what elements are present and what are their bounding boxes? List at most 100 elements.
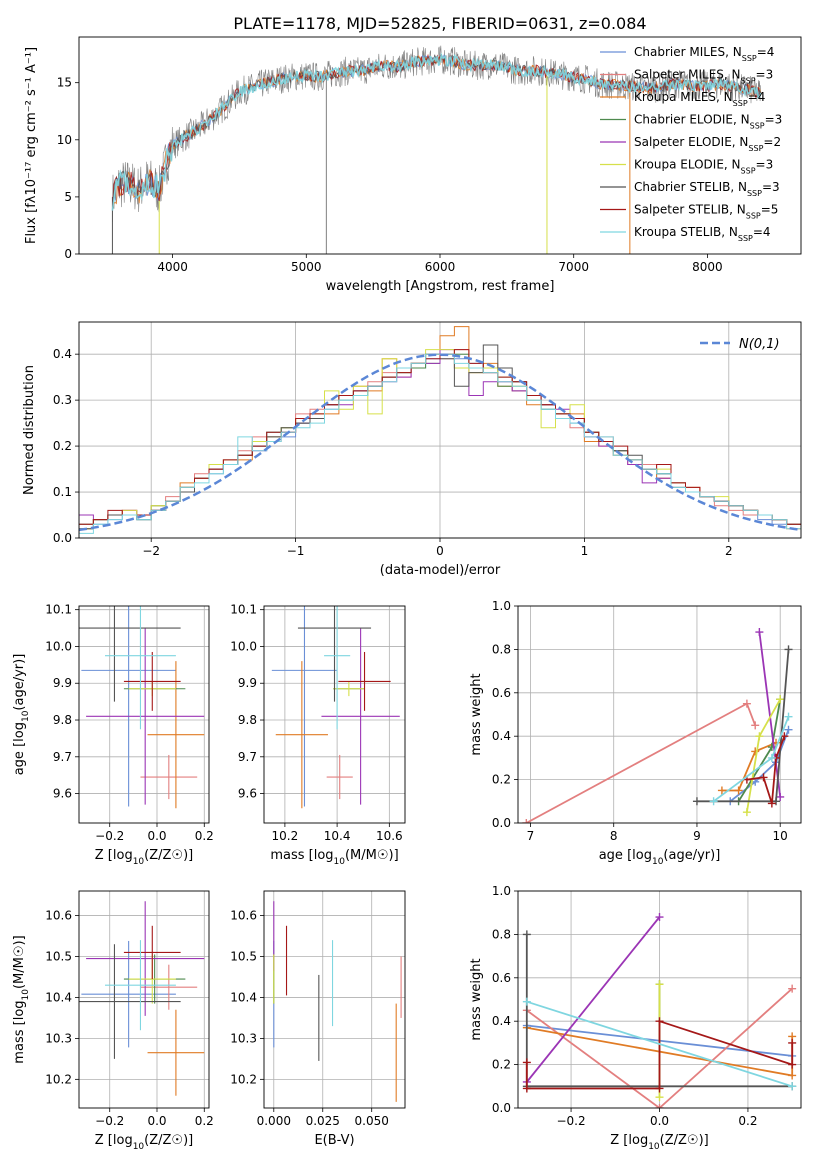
x-tick-label: 10 [773,829,788,843]
y-tick-label: 9.9 [238,676,257,690]
weight-point [522,997,531,1006]
y-tick-label: 0.2 [492,1058,511,1072]
x-axis-label: Z [log10(Z/Z☉)] [610,1133,708,1152]
weight-point [759,773,768,782]
x-tick-label: 2 [725,544,733,558]
weight-point [692,797,701,806]
x-tick-label: −0.2 [95,1114,124,1128]
weight-point [655,1017,664,1026]
y-tick-label: 0.0 [492,1101,511,1115]
y-tick-label: 0.2 [492,773,511,787]
y-tick-label: 10.5 [230,950,257,964]
errorbar-kroupa-elodie [333,681,365,697]
weight-point [788,984,797,993]
y-tick-label: 9.8 [53,713,72,727]
x-axis-label: Z [log10(Z/Z☉)] [95,848,193,867]
errorbar-chabrier-stelib [79,606,181,702]
weight-point [709,797,718,806]
legend-label-kroupa-miles: Kroupa MILES, NSSP=4 [634,90,765,108]
y-tick-label: 10.4 [230,990,257,1004]
plot-area [522,913,797,1108]
y-tick-label: 1.0 [492,599,511,613]
axes-frame [78,36,802,255]
errorbar-chabrier-miles [271,606,338,807]
weight-point [767,799,776,808]
chart-spectrum: 4000 5000 6000 7000 8000 0 5 10 15 wavelength [An… [24,36,802,294]
x-tick-label: 0.025 [306,1114,340,1128]
chart-age_vs_Z: −0.2 0.0 0.2 9.6 9.7 9.8 9.9 10.0 10.1 Z [log10(Z… [12,603,214,867]
plot-area [79,606,205,809]
errorbar-kroupa-miles [275,661,328,809]
weight-point [655,1104,664,1108]
errorbar-salpeter-miles [140,964,198,1010]
chart-weight_vs_Z: −0.2 0.0 0.2 0.0 0.2 0.4 0.6 0.8 1.0 Z [log10(Z/Z… [469,884,802,1152]
x-tick-label: 0.2 [738,1114,757,1128]
weight-series-salpeter-miles [522,699,760,823]
weight-series-salpeter-stelib [522,1017,797,1093]
y-axis-label: Normed distribution [22,365,37,495]
errorbar-chabrier-miles [81,606,176,807]
histogram-kroupa-stelib [79,353,801,538]
errorbar-kroupa-miles [147,1009,205,1096]
x-tick-label: 0.000 [257,1114,291,1128]
x-tick-label: −0.2 [556,1114,585,1128]
weight-series-kroupa-stelib [709,712,793,806]
y-tick-label: 5 [64,190,72,204]
y-tick-label: 10.2 [45,1072,72,1086]
axes-frame [78,890,210,1109]
y-tick-label: 9.9 [53,676,72,690]
y-tick-label: 0.8 [492,927,511,941]
axes-frame [517,890,802,1109]
legend-label-chabrier-elodie: Chabrier ELODIE, NSSP=3 [634,113,782,131]
weight-point [655,980,664,989]
weight-point [522,930,531,939]
weight-point [655,913,664,922]
spectrum-model-kroupa-stelib [111,52,762,211]
errorbar-salpeter-stelib [338,651,391,711]
plot-area [522,628,793,823]
x-tick-label: 0.0 [147,829,166,843]
weight-point [788,1082,797,1091]
weight-point [655,1093,664,1102]
weight-point [717,786,726,795]
x-tick-label: 7 [527,829,535,843]
y-tick-label: 15 [57,76,72,90]
weight-point [755,732,764,741]
y-tick-label: 9.7 [238,750,257,764]
y-axis-label: mass [log10(M/M☉)] [12,935,31,1063]
y-tick-label: 10.5 [45,950,72,964]
figure-title: PLATE=1178, MJD=52825, FIBERID=0631, z=0… [233,14,646,33]
errorbar-salpeter-elodie [321,628,400,805]
y-tick-label: 10.6 [230,909,257,923]
errorbar-salpeter-miles [326,754,353,800]
weight-point [751,721,760,730]
y-tick-label: 0.3 [53,393,72,407]
y-tick-label: 10.2 [230,1072,257,1086]
weight-point [784,645,793,654]
x-tick-label: 10.4 [324,829,351,843]
x-tick-label: 8000 [692,260,723,274]
chart-mass_vs_Z: −0.2 0.0 0.2 10.2 10.3 10.4 10.5 10.6 Z [log10(Z… [12,890,214,1152]
errorbar-salpeter-elodie [86,901,205,1016]
x-axis-label: (data-model)/error [380,563,501,578]
x-tick-label: 0 [436,544,444,558]
weight-point [755,628,764,637]
weight-point [742,699,751,708]
plot-area [79,326,801,538]
y-tick-label: 10.1 [45,603,72,617]
axes-frame [517,605,802,824]
legend-label-normal: N(0,1) [739,337,780,352]
plot-area [271,606,400,809]
weight-point [772,797,781,806]
y-tick-label: 10.4 [45,990,72,1004]
errorbar-kroupa-stelib [105,606,176,730]
x-tick-label: 4000 [157,260,188,274]
x-axis-label: Z [log10(Z/Z☉)] [95,1133,193,1152]
weight-series-salpeter-elodie [755,628,785,801]
weight-line [526,1000,793,1088]
y-tick-label: 0.0 [492,816,511,830]
weight-line [526,916,661,1083]
y-axis-label: age [log10(age/yr)] [12,654,31,776]
weight-line [526,987,793,1108]
